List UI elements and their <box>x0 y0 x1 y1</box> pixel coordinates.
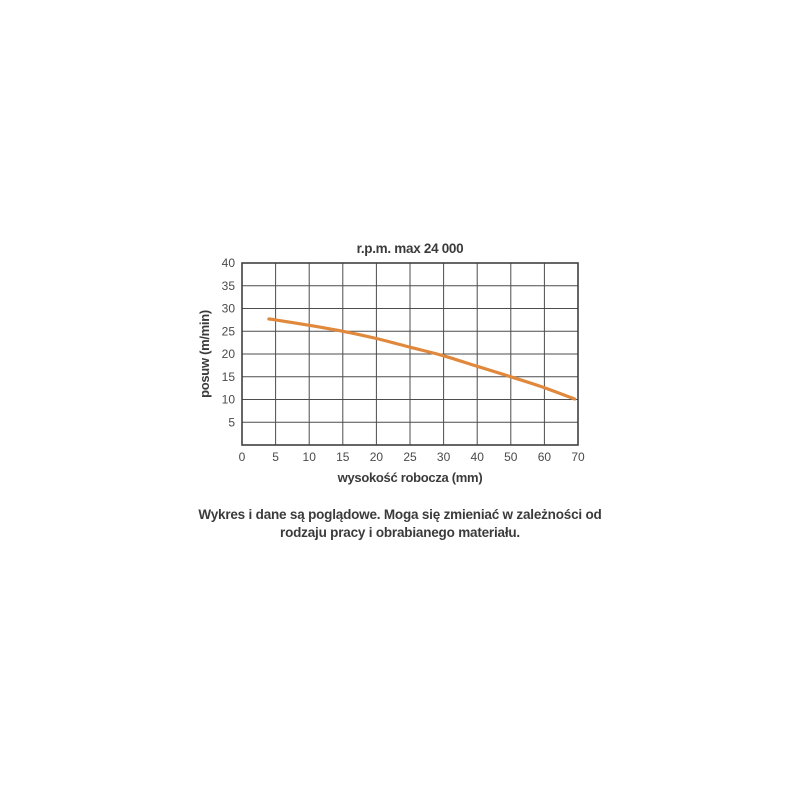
y-tick-label: 15 <box>222 370 236 384</box>
chart-title: r.p.m. max 24 000 <box>357 241 464 256</box>
y-axis-ticks: 40 35 30 25 20 15 10 5 <box>222 256 236 429</box>
y-axis-label: posuw (m/min) <box>197 310 212 398</box>
x-axis-ticks: 0 5 10 15 20 25 30 40 50 60 70 <box>239 450 585 464</box>
x-tick-label: 30 <box>437 450 451 464</box>
caption-line-1: Wykres i dane są poglądowe. Moga się zmi… <box>198 507 602 522</box>
x-tick-label: 5 <box>272 450 279 464</box>
y-tick-label: 30 <box>222 302 236 316</box>
y-tick-label: 5 <box>228 415 235 429</box>
x-tick-label: 25 <box>403 450 417 464</box>
y-tick-label: 35 <box>222 279 236 293</box>
x-axis-label: wysokość robocza (mm) <box>337 470 483 485</box>
y-tick-label: 40 <box>222 256 236 270</box>
grid <box>241 262 579 446</box>
y-tick-label: 25 <box>222 324 236 338</box>
feed-rate-chart: r.p.m. max 24 000 40 35 30 25 20 15 10 5… <box>197 241 585 485</box>
x-tick-label: 70 <box>571 450 585 464</box>
x-tick-label: 15 <box>336 450 350 464</box>
feed-curve <box>267 317 577 401</box>
x-tick-label: 10 <box>303 450 317 464</box>
plot-border <box>241 262 579 446</box>
caption-line-2: rodzaju pracy i obrabianego materiału. <box>280 525 520 540</box>
chart-caption: Wykres i dane są poglądowe. Moga się zmi… <box>0 506 800 542</box>
y-tick-label: 10 <box>222 393 236 407</box>
grid-horizontal-lines <box>242 285 578 423</box>
x-tick-label: 20 <box>370 450 384 464</box>
x-tick-label: 0 <box>239 450 246 464</box>
x-tick-label: 50 <box>504 450 518 464</box>
x-tick-label: 60 <box>538 450 552 464</box>
x-tick-label: 40 <box>471 450 485 464</box>
y-tick-label: 20 <box>222 347 236 361</box>
